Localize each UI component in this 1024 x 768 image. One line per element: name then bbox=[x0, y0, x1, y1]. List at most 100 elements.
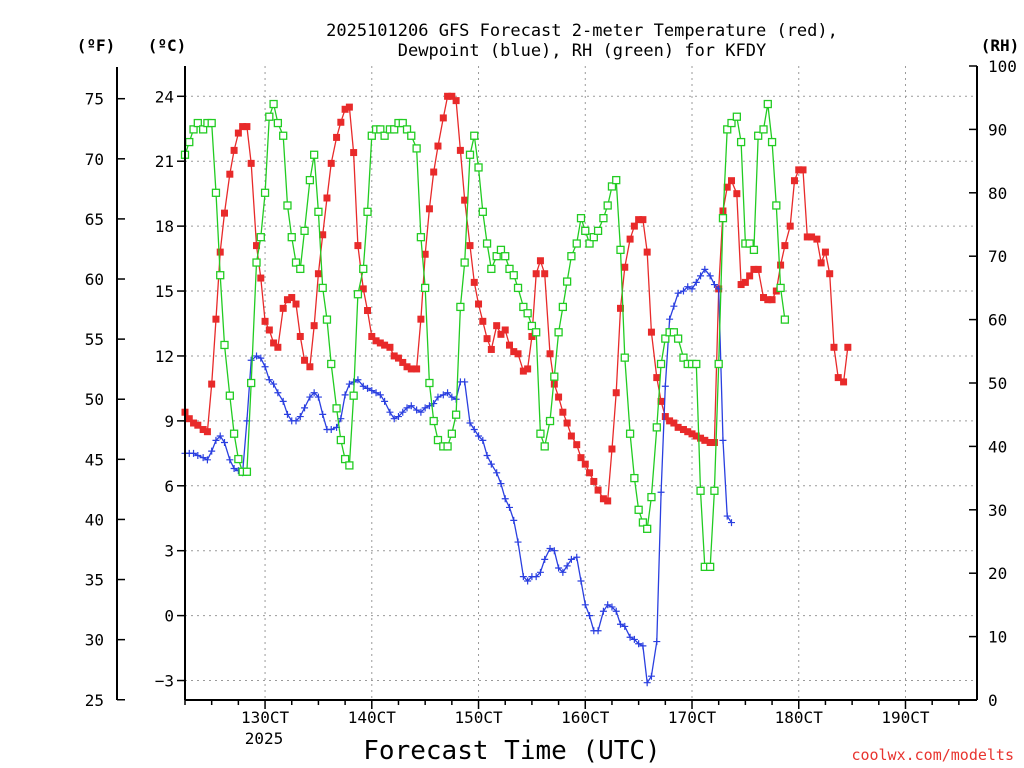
temperature-point bbox=[844, 343, 852, 351]
rh-point bbox=[451, 410, 461, 419]
temperature-point bbox=[768, 296, 776, 304]
dewpoint-point bbox=[257, 354, 265, 362]
temperature-point bbox=[359, 285, 367, 293]
rh-point bbox=[478, 207, 487, 216]
temperature-point bbox=[750, 265, 758, 273]
temperature-point bbox=[567, 432, 575, 440]
temperature-point bbox=[573, 441, 581, 449]
dewpoint-point bbox=[199, 454, 207, 462]
rh-point bbox=[536, 429, 545, 438]
temperature-point bbox=[323, 194, 331, 202]
rh-point bbox=[652, 423, 661, 432]
dewpoint-point bbox=[394, 413, 402, 421]
dewpoint-point bbox=[684, 283, 692, 291]
temperature-point bbox=[786, 222, 794, 230]
rh-point bbox=[367, 131, 376, 140]
temperature-point bbox=[760, 294, 768, 302]
temperature-point bbox=[777, 261, 785, 269]
dewpoint-point bbox=[679, 287, 687, 295]
dewpoint-point bbox=[487, 460, 495, 468]
rh-point bbox=[634, 505, 643, 514]
temperature-point bbox=[403, 363, 411, 371]
dewpoint-point bbox=[194, 451, 202, 459]
rh-tick-label: 0 bbox=[988, 691, 998, 710]
dewpoint-point bbox=[505, 503, 513, 511]
chart-title-line2: Dewpoint (blue), RH (green) for KFDY bbox=[398, 41, 766, 61]
temperature-point bbox=[253, 242, 261, 250]
temperature-point bbox=[479, 317, 487, 325]
fahrenheit-tick-label: 55 bbox=[85, 330, 104, 349]
dewpoint-point bbox=[372, 389, 380, 397]
rh-point bbox=[211, 188, 221, 197]
rh-point bbox=[576, 214, 586, 223]
rh-point bbox=[732, 112, 741, 121]
temperature-point bbox=[701, 436, 709, 444]
dewpoint-point bbox=[563, 562, 571, 570]
temperature-point bbox=[452, 97, 460, 105]
rh-point bbox=[256, 233, 265, 242]
dewpoint-point bbox=[599, 607, 607, 615]
rh-point bbox=[718, 214, 728, 223]
temperature-point bbox=[461, 196, 469, 204]
temperature-point bbox=[257, 274, 265, 282]
dewpoint-point bbox=[586, 612, 594, 620]
dewpoint-point bbox=[439, 391, 447, 399]
rh-point bbox=[745, 239, 754, 248]
dewpoint-point bbox=[220, 439, 228, 447]
rh-point bbox=[345, 461, 354, 470]
rh-point bbox=[673, 334, 683, 343]
temperature-point bbox=[653, 374, 661, 382]
dewpoint-point bbox=[390, 415, 398, 423]
fahrenheit-tick-label: 30 bbox=[85, 631, 104, 650]
temperature-point bbox=[439, 114, 447, 122]
temperature-point bbox=[421, 250, 429, 258]
rh-point bbox=[185, 137, 194, 147]
temperature-point bbox=[333, 133, 341, 141]
temperature-point bbox=[381, 341, 389, 349]
dewpoint-point bbox=[448, 393, 456, 401]
x-tick-label: 190CT bbox=[881, 708, 930, 727]
temperature-point bbox=[697, 434, 705, 442]
rh-point bbox=[327, 359, 336, 369]
dewpoint-point bbox=[630, 635, 638, 643]
temperature-point bbox=[679, 426, 687, 434]
dewpoint-point bbox=[230, 464, 238, 472]
dewpoint-point bbox=[226, 456, 234, 464]
rh-point bbox=[336, 435, 345, 445]
dewpoint-point bbox=[434, 393, 442, 401]
rh-point bbox=[474, 163, 483, 172]
dewpoint-point bbox=[612, 607, 620, 615]
rh-point bbox=[780, 315, 790, 324]
rh-point bbox=[398, 118, 407, 128]
dewpoint-point bbox=[697, 272, 705, 280]
temperature-point bbox=[723, 183, 731, 191]
rh-point bbox=[558, 302, 568, 312]
rh-point bbox=[656, 359, 666, 369]
rh-point bbox=[630, 473, 639, 483]
rh-point bbox=[447, 429, 456, 438]
rh-point bbox=[460, 258, 469, 267]
dewpoint-point bbox=[279, 397, 287, 405]
temperature-point bbox=[706, 439, 714, 447]
rh-point bbox=[380, 131, 389, 140]
temperature-point bbox=[532, 270, 540, 278]
chart-title-line1: 2025101206 GFS Forecast 2-meter Temperat… bbox=[326, 21, 838, 41]
rh-point bbox=[305, 175, 315, 185]
temperature-point bbox=[661, 413, 669, 421]
dewpoint-point bbox=[647, 672, 655, 680]
rh-point bbox=[767, 137, 777, 147]
temperature-point bbox=[604, 497, 612, 505]
dewpoint-point bbox=[501, 495, 509, 503]
dewpoint-point bbox=[532, 573, 540, 581]
temperature-point bbox=[203, 428, 211, 436]
temperature-point bbox=[803, 233, 811, 241]
rh-point bbox=[340, 454, 350, 464]
temperature-point bbox=[301, 356, 309, 364]
temperature-point bbox=[417, 315, 425, 323]
temperature-point bbox=[279, 304, 287, 312]
rh-point bbox=[207, 118, 216, 128]
temperature-point bbox=[528, 332, 536, 340]
series-layer bbox=[180, 92, 852, 687]
temperature-point bbox=[337, 118, 345, 126]
dewpoint-point bbox=[626, 633, 634, 641]
